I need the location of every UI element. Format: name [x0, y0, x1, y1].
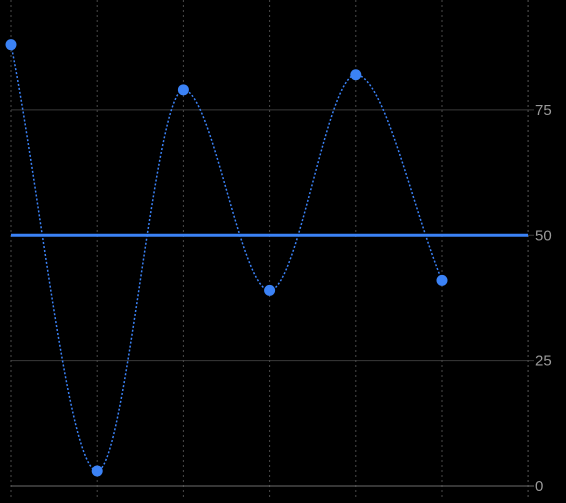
y-tick-label: 25	[535, 353, 552, 370]
data-point	[350, 69, 362, 81]
data-point	[91, 465, 103, 477]
y-tick-label: 0	[535, 478, 543, 495]
grid	[10, 0, 534, 498]
y-tick-label: 75	[535, 102, 552, 119]
data-point	[264, 284, 276, 296]
tick-labels: 0255075024	[16, 102, 552, 503]
data-point	[5, 39, 17, 51]
data-point	[177, 84, 189, 96]
series-line	[10, 44, 443, 472]
data-point	[436, 274, 448, 286]
series	[5, 39, 448, 477]
y-tick-label: 50	[535, 227, 552, 244]
